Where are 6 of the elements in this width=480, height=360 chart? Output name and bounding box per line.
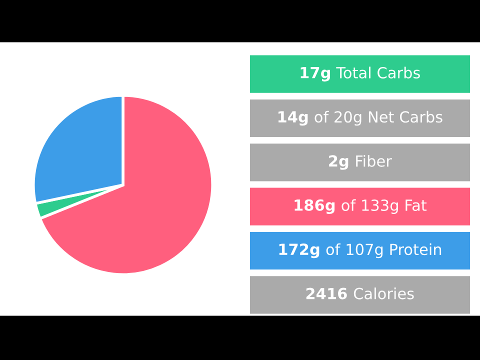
text: 172g of 107g Protein (279, 243, 442, 258)
text: 2416 Calories (306, 288, 414, 300)
text: 2g Fiber (329, 155, 392, 170)
text: 14g of 20g Net Carbs (278, 110, 442, 126)
text: 186g of 133g Fat (294, 199, 427, 214)
text: 17g Total Carbs (300, 66, 420, 82)
